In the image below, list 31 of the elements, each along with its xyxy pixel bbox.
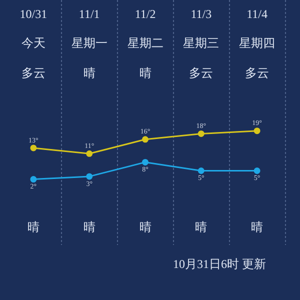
text: 10月31日6时 更新: [173, 257, 266, 272]
x-tick-label: 11/1: [78, 7, 100, 22]
x-tick-label: 11/3: [190, 7, 212, 22]
text: 今天: [21, 36, 46, 50]
text: 星期三: [183, 36, 220, 50]
point: [198, 168, 204, 174]
text: 晴: [195, 220, 208, 234]
text: 星期一: [71, 36, 108, 50]
text: 多云: [189, 66, 214, 80]
x-tick-label: 10/31: [20, 7, 48, 22]
x-tick-label: 11/2: [134, 7, 156, 22]
text: 晴: [139, 220, 152, 234]
point: [254, 128, 260, 134]
text: 星期二: [127, 36, 164, 50]
text: 晴: [83, 66, 96, 80]
point: [30, 176, 37, 183]
text: 晴: [139, 66, 152, 80]
point: [142, 136, 148, 143]
point: [86, 173, 93, 180]
x-tick-label: 11/4: [246, 7, 268, 22]
point: [86, 150, 93, 157]
text: 星期四: [239, 36, 276, 50]
point: [198, 130, 204, 137]
text: 晴: [83, 220, 96, 234]
point: [142, 158, 148, 166]
point: [254, 168, 260, 174]
point: [30, 144, 37, 152]
text: 多云: [245, 66, 270, 80]
text: 晴: [27, 220, 40, 234]
text: 多云: [21, 66, 46, 80]
text: 晴: [251, 220, 264, 234]
